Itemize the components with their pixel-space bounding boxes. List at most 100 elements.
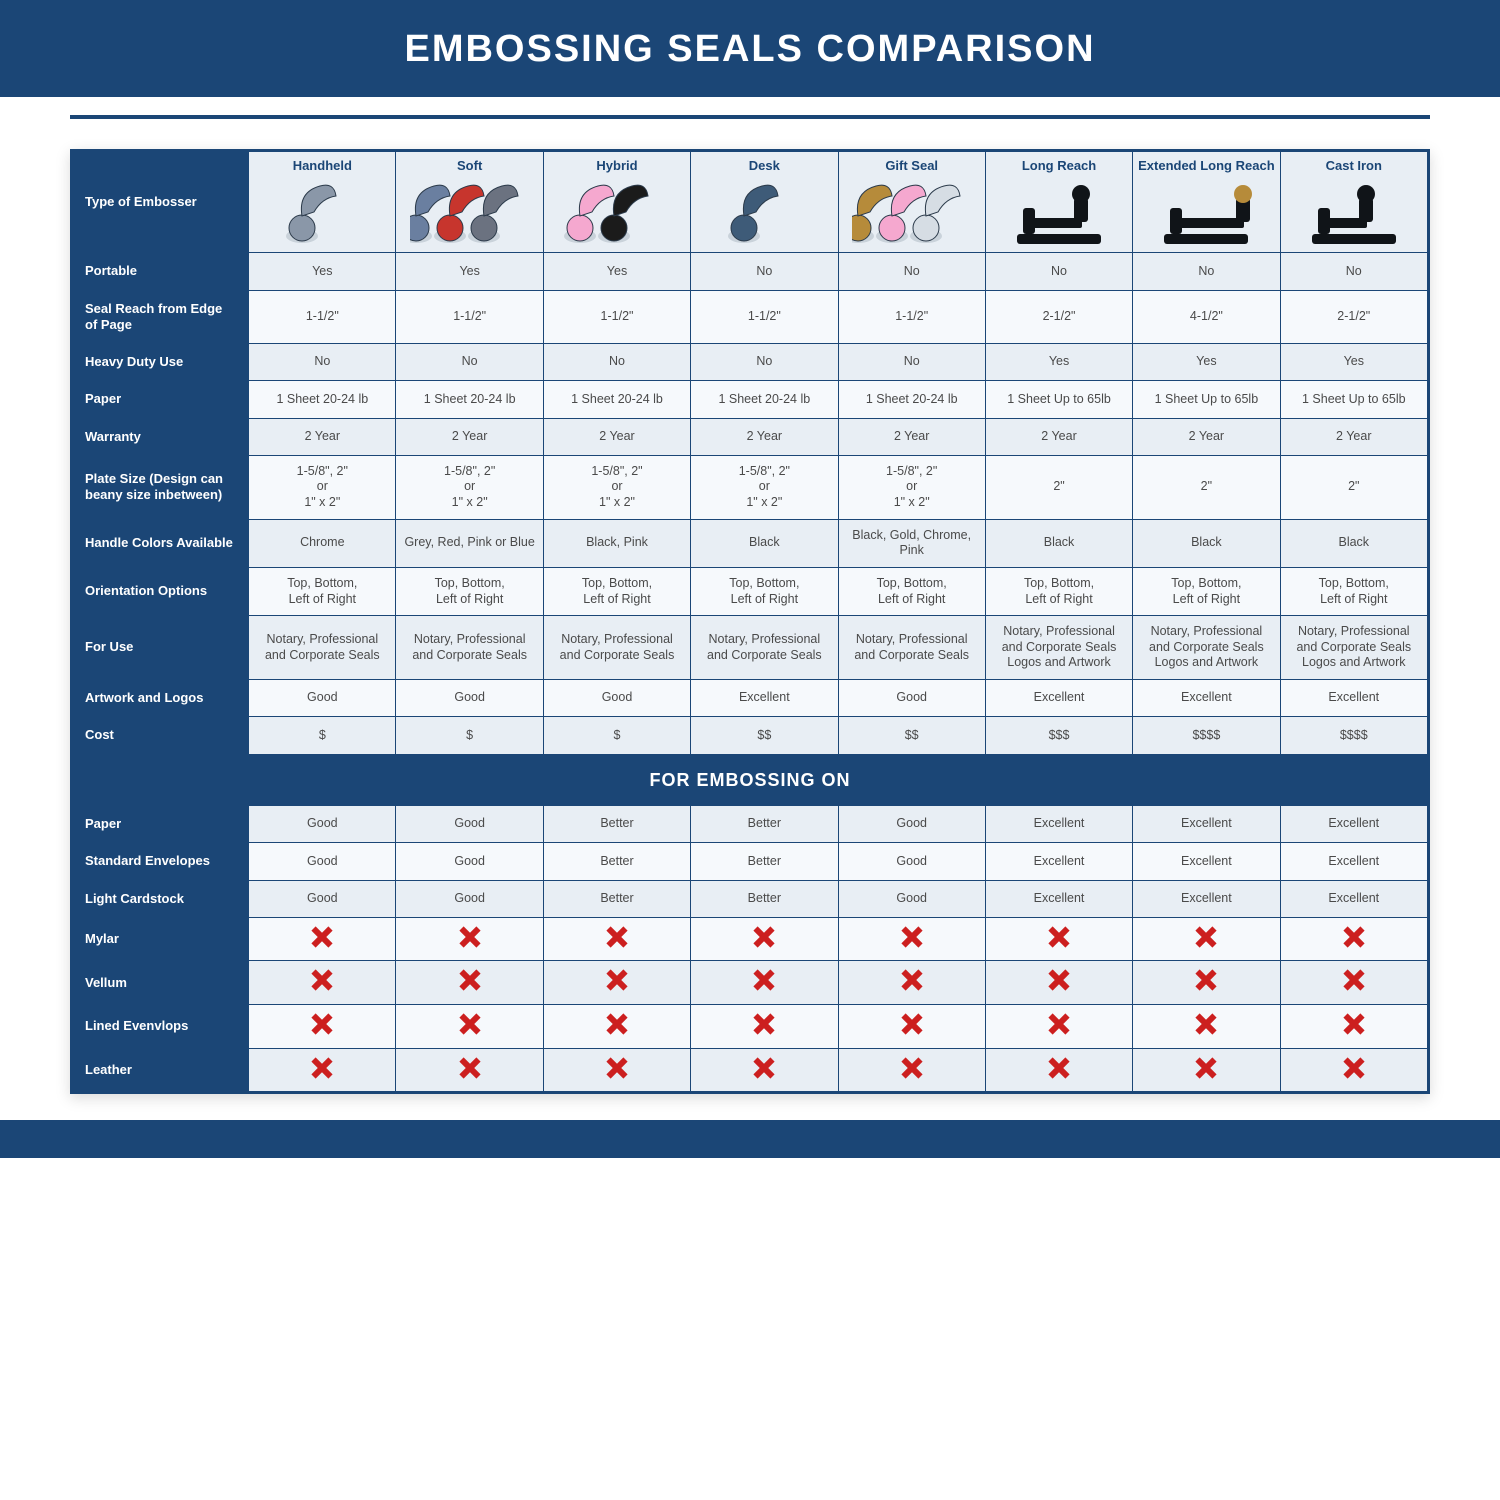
table-head: Type of Embosser Handheld Soft Hybrid [73, 152, 1428, 253]
table-cell: Top, Bottom,Left of Right [396, 567, 543, 615]
table-body-embossing: PaperGoodGoodBetterBetterGoodExcellentEx… [73, 806, 1428, 1092]
row-label: Warranty [73, 418, 249, 455]
table-cell [985, 917, 1132, 961]
table-row: Orientation OptionsTop, Bottom,Left of R… [73, 567, 1428, 615]
table-cell: 2" [985, 455, 1132, 519]
table-cell: 1-1/2" [543, 290, 690, 344]
table-cell: 2" [1133, 455, 1280, 519]
table-cell: 1 Sheet 20-24 lb [543, 381, 690, 418]
table-cell: Black, Pink [543, 519, 690, 567]
not-supported-icon [1343, 926, 1365, 948]
table-cell: Yes [1280, 344, 1427, 381]
column-name: Soft [400, 158, 538, 174]
table-row: Paper1 Sheet 20-24 lb1 Sheet 20-24 lb1 S… [73, 381, 1428, 418]
table-cell: Good [249, 880, 396, 917]
table-cell: Good [838, 880, 985, 917]
section-title: FOR EMBOSSING ON [73, 754, 1428, 806]
table-cell: 2 Year [838, 418, 985, 455]
table-cell: 1 Sheet Up to 65lb [1280, 381, 1427, 418]
table-cell [1133, 917, 1280, 961]
table-row: Vellum [73, 961, 1428, 1005]
table-cell [396, 917, 543, 961]
column-header: Extended Long Reach [1133, 152, 1280, 253]
table-cell: $$$$ [1280, 717, 1427, 754]
table-cell: 1 Sheet 20-24 lb [396, 381, 543, 418]
row-label: Plate Size (Design can beany size inbetw… [73, 455, 249, 519]
row-label: Orientation Options [73, 567, 249, 615]
table-cell: 2 Year [1280, 418, 1427, 455]
table-cell [543, 1048, 690, 1092]
embosser-icon [400, 178, 538, 248]
table-cell: 2 Year [1133, 418, 1280, 455]
table-row: Lined Evenvlops [73, 1005, 1428, 1049]
table-cell: 4-1/2" [1133, 290, 1280, 344]
column-header: Hybrid [543, 152, 690, 253]
embosser-icon [1137, 178, 1275, 248]
table-cell [691, 1005, 838, 1049]
row-label: Handle Colors Available [73, 519, 249, 567]
table-cell [838, 917, 985, 961]
table-cell: Good [396, 680, 543, 717]
table-cell: 2 Year [985, 418, 1132, 455]
table-row: Seal Reach from Edge of Page1-1/2"1-1/2"… [73, 290, 1428, 344]
table-cell: Better [691, 843, 838, 880]
table-row: Light CardstockGoodGoodBetterBetterGoodE… [73, 880, 1428, 917]
table-cell: 2-1/2" [1280, 290, 1427, 344]
table-cell: No [691, 344, 838, 381]
table-cell: Excellent [1280, 680, 1427, 717]
not-supported-icon [459, 926, 481, 948]
table-cell [838, 1048, 985, 1092]
embosser-icon [695, 178, 833, 248]
not-supported-icon [459, 1057, 481, 1079]
table-cell: 1 Sheet Up to 65lb [1133, 381, 1280, 418]
table-cell: Notary, Professional and Corporate Seals… [1133, 616, 1280, 680]
table-cell: Notary, Professional and Corporate Seals… [1280, 616, 1427, 680]
not-supported-icon [606, 1057, 628, 1079]
table-cell [1133, 961, 1280, 1005]
column-header: Gift Seal [838, 152, 985, 253]
not-supported-icon [901, 926, 923, 948]
table-cell: No [1133, 253, 1280, 290]
not-supported-icon [459, 969, 481, 991]
table-cell: 1-5/8", 2"or1" x 2" [249, 455, 396, 519]
table-cell: Good [543, 680, 690, 717]
table-cell: 1-5/8", 2"or1" x 2" [396, 455, 543, 519]
table-cell: Excellent [1133, 880, 1280, 917]
table-cell [1280, 1005, 1427, 1049]
not-supported-icon [901, 1057, 923, 1079]
table-cell: 1 Sheet Up to 65lb [985, 381, 1132, 418]
table-cell: No [543, 344, 690, 381]
table-cell: Black, Gold, Chrome, Pink [838, 519, 985, 567]
table-cell: Top, Bottom,Left of Right [249, 567, 396, 615]
column-name: Long Reach [990, 158, 1128, 174]
table-cell [543, 917, 690, 961]
row-label: Lined Evenvlops [73, 1005, 249, 1049]
table-cell [691, 1048, 838, 1092]
table-cell: No [396, 344, 543, 381]
table-cell: 2 Year [249, 418, 396, 455]
table-cell: Good [249, 806, 396, 843]
table-cell: Good [838, 843, 985, 880]
column-name: Handheld [253, 158, 391, 174]
table-cell: Black [691, 519, 838, 567]
table-cell: Excellent [691, 680, 838, 717]
table-cell: 1-1/2" [249, 290, 396, 344]
table-header-row: Type of Embosser Handheld Soft Hybrid [73, 152, 1428, 253]
table-cell: 2" [1280, 455, 1427, 519]
table-cell: 2 Year [691, 418, 838, 455]
table-cell: Chrome [249, 519, 396, 567]
section-banner-row: FOR EMBOSSING ON [73, 754, 1428, 806]
table-row: For UseNotary, Professional and Corporat… [73, 616, 1428, 680]
table-cell: 1-1/2" [396, 290, 543, 344]
table-cell: Excellent [1133, 806, 1280, 843]
table-cell: Good [838, 806, 985, 843]
table-body-main: PortableYesYesYesNoNoNoNoNoSeal Reach fr… [73, 253, 1428, 754]
table-cell [985, 961, 1132, 1005]
table-cell [838, 961, 985, 1005]
not-supported-icon [311, 1013, 333, 1035]
table-cell: Excellent [985, 880, 1132, 917]
embosser-icon [548, 178, 686, 248]
column-header: Soft [396, 152, 543, 253]
row-label: Leather [73, 1048, 249, 1092]
column-name: Desk [695, 158, 833, 174]
